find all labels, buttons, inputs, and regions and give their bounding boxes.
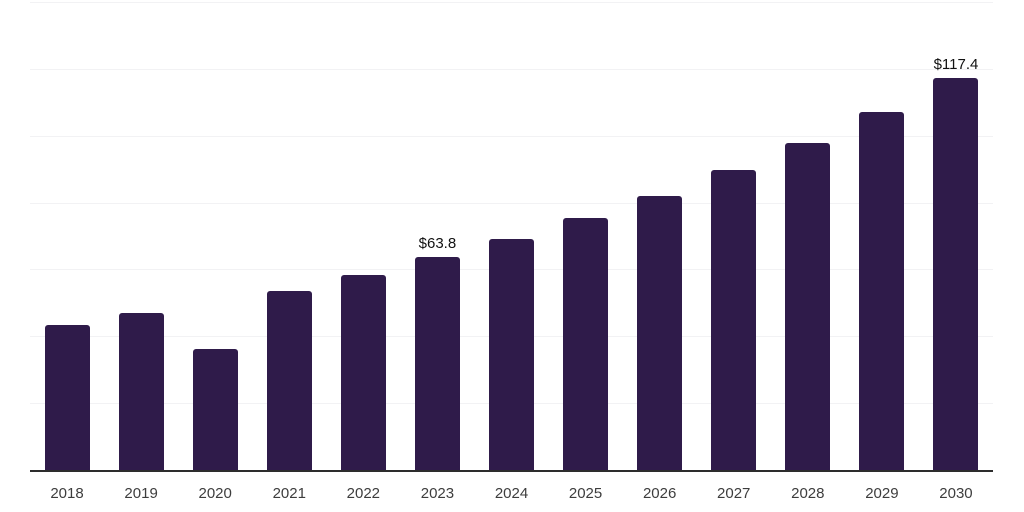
x-tick-label-2028: 2028 (791, 485, 825, 502)
x-tick-label-2019: 2019 (124, 485, 158, 502)
x-tick-label-2025: 2025 (568, 485, 603, 502)
gridline (30, 135, 993, 137)
x-tick-label-2029: 2029 (865, 485, 899, 502)
bar-2019 (118, 312, 164, 470)
x-tick-label-2030: 2030 (939, 485, 973, 502)
bar-2025 (563, 218, 609, 470)
gridline (30, 202, 993, 204)
gridline (30, 68, 993, 70)
bar-2026 (637, 195, 683, 470)
bar-2021 (266, 290, 312, 470)
x-tick-label-2018: 2018 (50, 485, 84, 502)
bar-2027 (711, 170, 757, 470)
gridline (30, 2, 993, 3)
data-label-2023: $63.8 (418, 234, 457, 252)
x-tick-label-2021: 2021 (272, 485, 306, 502)
plot-area: $63.8 $117.4 (30, 2, 993, 472)
bar-2028 (785, 143, 831, 470)
bar-2029 (859, 111, 905, 470)
data-label-2030: $117.4 (933, 55, 979, 73)
x-tick-label-2022: 2022 (346, 485, 381, 502)
x-tick-label-2023: 2023 (420, 485, 455, 502)
bar-2018 (44, 324, 90, 470)
x-axis: 2018 2019 2020 2021 2022 2023 2024 2025 2026 2027… (30, 485, 993, 505)
x-tick-label-2026: 2026 (642, 485, 677, 502)
x-tick-label-2024: 2024 (494, 485, 529, 502)
x-tick-label-2020: 2020 (198, 485, 232, 502)
x-tick-label-2027: 2027 (717, 485, 751, 502)
bar-2030 (933, 77, 979, 470)
bar-2023 (414, 256, 460, 470)
bar-2022 (340, 275, 386, 470)
bar-2020 (192, 348, 238, 470)
bar-2024 (489, 239, 534, 470)
